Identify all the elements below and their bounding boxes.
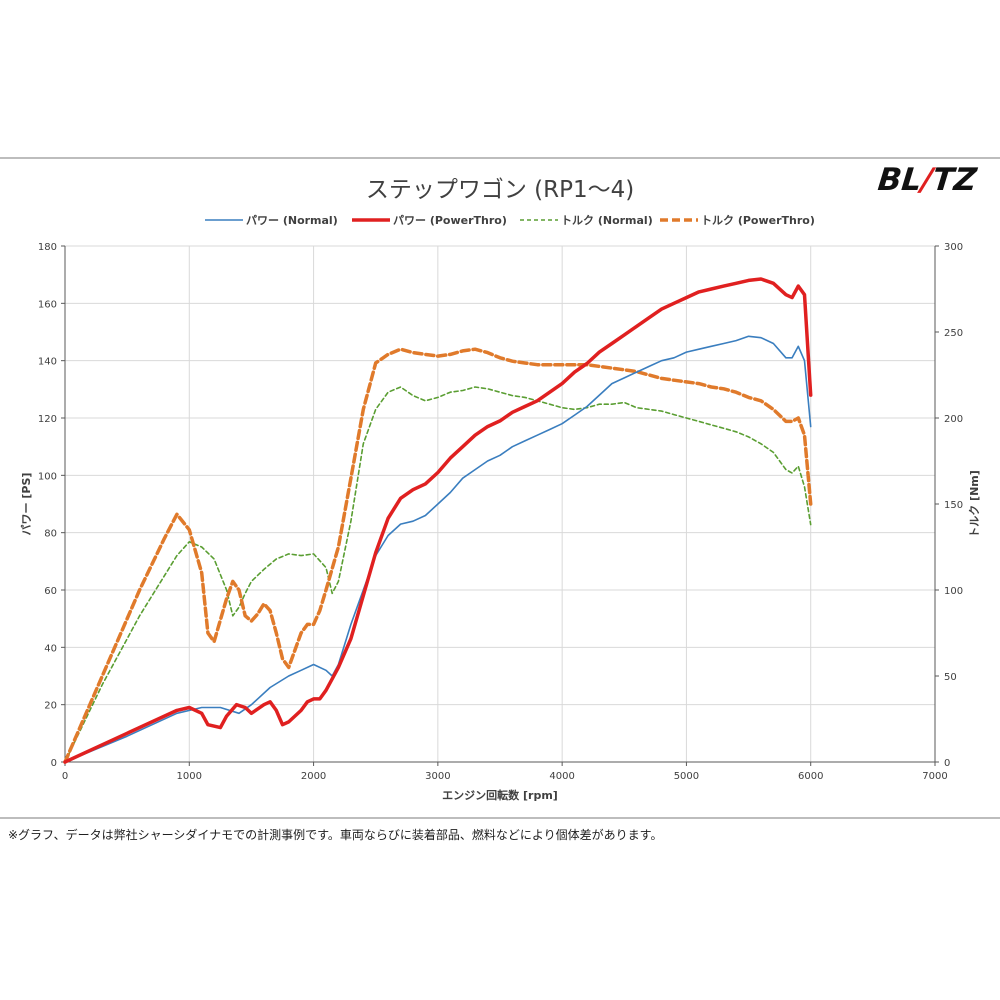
legend-item-torque-normal: トルク (Normal) [520,212,653,228]
series-line-0 [64,335,812,763]
y-tick-label: 140 [38,357,57,368]
y-tick-label: 60 [44,586,57,597]
series-line-1 [63,277,813,764]
x-tick-label: 0 [62,771,68,782]
y-tick-label: 160 [38,299,57,310]
series-line-3 [63,347,813,764]
y-tick-label: 180 [38,242,57,253]
legend-label-power-powerthro: パワー (PowerThro) [393,214,507,227]
y2-tick-label: 200 [944,414,963,425]
y2-tick-label: 250 [944,328,963,339]
x-tick-label: 1000 [177,771,202,782]
y-tick-label: 0 [51,758,57,769]
y-tick-label: 120 [38,414,57,425]
x-axis-label: エンジン回転数 [rpm] [442,788,558,802]
legend-swatch-power-normal [205,219,243,221]
y-tick-label: 80 [44,529,57,540]
legend-item-torque-powerthro: トルク (PowerThro) [660,212,815,228]
y-axis-label: パワー [PS] [20,473,33,536]
chart-frame [0,157,1000,819]
y2-tick-label: 100 [944,586,963,597]
legend-label-power-normal: パワー (Normal) [246,214,338,227]
legend-swatch-power-powerthro [352,218,390,222]
y2-tick-label: 50 [944,672,957,683]
x-tick-label: 2000 [301,771,326,782]
x-tick-label: 4000 [549,771,574,782]
legend-item-power-powerthro: パワー (PowerThro) [352,212,507,228]
legend-label-torque-powerthro: トルク (PowerThro) [701,214,815,227]
legend-swatch-torque-normal [520,219,558,221]
chart-legend: パワー (Normal) パワー (PowerThro) トルク (Normal… [0,212,1000,232]
legend-label-torque-normal: トルク (Normal) [561,214,653,227]
y-tick-label: 20 [44,701,57,712]
legend-swatch-torque-powerthro [660,218,698,222]
x-tick-label: 3000 [425,771,450,782]
y2-tick-label: 300 [944,242,963,253]
footnote: ※グラフ、データは弊社シャーシダイナモでの計測事例です。車両ならびに装着部品、燃… [8,828,663,842]
y2-tick-label: 0 [944,758,950,769]
y-tick-label: 100 [38,471,57,482]
x-tick-label: 7000 [922,771,947,782]
series-line-2 [64,386,812,763]
y2-axis-label: トルク [Nm] [968,470,981,538]
y-tick-label: 40 [44,643,57,654]
x-tick-label: 6000 [798,771,823,782]
y2-tick-label: 150 [944,500,963,511]
x-tick-label: 5000 [674,771,699,782]
chart-title: ステップワゴン (RP1～4) [365,177,635,203]
legend-item-power-normal: パワー (Normal) [205,212,338,228]
